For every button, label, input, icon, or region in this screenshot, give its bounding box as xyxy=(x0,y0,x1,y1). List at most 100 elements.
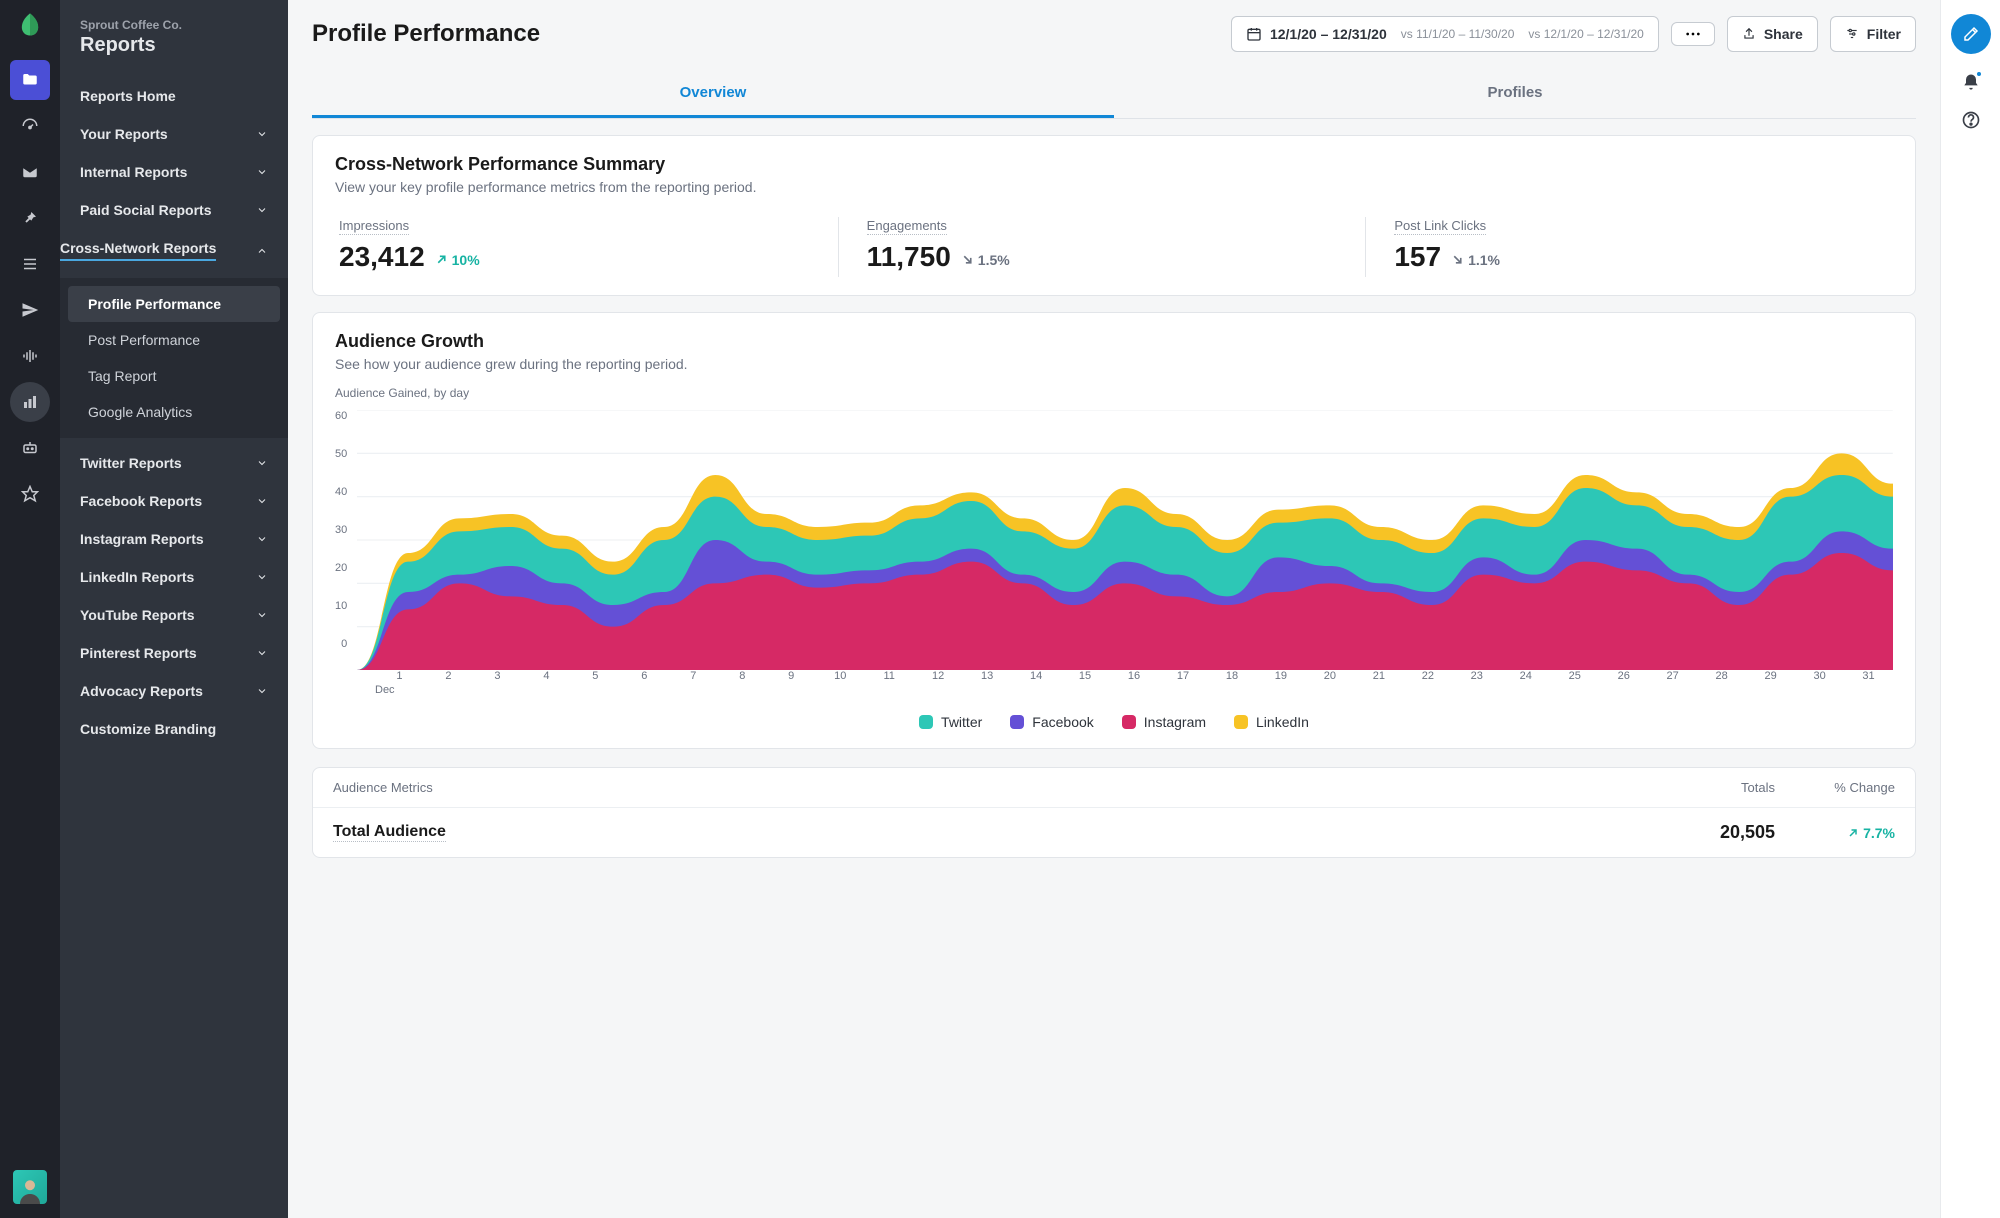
sidebar-item-paid-social[interactable]: Paid Social Reports xyxy=(60,191,288,229)
sidebar-item-instagram[interactable]: Instagram Reports xyxy=(60,520,288,558)
legend-item[interactable]: Instagram xyxy=(1122,714,1206,730)
chevron-down-icon xyxy=(256,609,268,621)
right-rail xyxy=(1940,0,2000,1218)
date-vs1: vs 11/1/20 – 11/30/20 xyxy=(1401,27,1515,41)
date-main: 12/1/20 – 12/31/20 xyxy=(1270,26,1387,42)
share-icon xyxy=(1742,27,1756,41)
share-button[interactable]: Share xyxy=(1727,16,1818,52)
help-icon xyxy=(1961,110,1981,130)
more-button[interactable] xyxy=(1671,22,1715,46)
metrics-row-total: 20,505 xyxy=(1635,822,1775,843)
chevron-down-icon xyxy=(256,457,268,469)
chevron-down-icon xyxy=(256,533,268,545)
rail-audio-icon[interactable] xyxy=(10,336,50,376)
section-title: Reports xyxy=(80,34,268,57)
chevron-down-icon xyxy=(256,495,268,507)
main-content: Profile Performance 12/1/20 – 12/31/20 v… xyxy=(288,0,1940,1218)
calendar-icon xyxy=(1246,26,1262,42)
tab-overview[interactable]: Overview xyxy=(312,72,1114,118)
chevron-down-icon xyxy=(256,685,268,697)
chevron-up-icon xyxy=(256,245,268,257)
rail-list-icon[interactable] xyxy=(10,244,50,284)
page-title: Profile Performance xyxy=(312,20,1219,48)
chart-legend: Twitter Facebook Instagram LinkedIn xyxy=(335,714,1893,730)
help-button[interactable] xyxy=(1961,110,1981,130)
kpi-delta: 10% xyxy=(435,252,480,268)
summary-subtitle: View your key profile performance metric… xyxy=(335,179,1893,195)
sidebar-sub-post-perf[interactable]: Post Performance xyxy=(68,322,280,358)
sidebar-item-your-reports[interactable]: Your Reports xyxy=(60,115,288,153)
chevron-down-icon xyxy=(256,166,268,178)
kpi-value: 157 xyxy=(1394,241,1441,273)
brand-logo xyxy=(15,10,45,40)
sidebar: Sprout Coffee Co. Reports Reports Home Y… xyxy=(60,0,288,1218)
kpi-delta: 1.1% xyxy=(1451,252,1500,268)
sidebar-item-pinterest[interactable]: Pinterest Reports xyxy=(60,634,288,672)
tab-profiles[interactable]: Profiles xyxy=(1114,72,1916,118)
y-axis: 6050403020100 xyxy=(335,410,357,650)
notifications-button[interactable] xyxy=(1961,72,1981,92)
compose-button[interactable] xyxy=(1951,14,1991,54)
legend-item[interactable]: Facebook xyxy=(1010,714,1093,730)
rail-bot-icon[interactable] xyxy=(10,428,50,468)
user-avatar[interactable] xyxy=(13,1170,47,1204)
rail-pin-icon[interactable] xyxy=(10,198,50,238)
sidebar-item-internal-reports[interactable]: Internal Reports xyxy=(60,153,288,191)
growth-subtitle: See how your audience grew during the re… xyxy=(335,356,1893,372)
date-vs2: vs 12/1/20 – 12/31/20 xyxy=(1528,27,1643,41)
kpi-label: Post Link Clicks xyxy=(1394,218,1486,235)
area-chart xyxy=(357,410,1893,670)
sidebar-item-reports-home[interactable]: Reports Home xyxy=(60,77,288,115)
sidebar-item-linkedin[interactable]: LinkedIn Reports xyxy=(60,558,288,596)
kpi-value: 23,412 xyxy=(339,241,425,273)
left-rail xyxy=(0,0,60,1218)
kpi-delta: 1.5% xyxy=(961,252,1010,268)
arrow-up-icon xyxy=(1847,827,1859,839)
rail-inbox-icon[interactable] xyxy=(10,152,50,192)
sidebar-item-facebook[interactable]: Facebook Reports xyxy=(60,482,288,520)
metrics-table: Audience Metrics Totals % Change Total A… xyxy=(312,767,1916,858)
sidebar-item-cross-network[interactable]: Cross-Network Reports xyxy=(60,229,288,272)
rail-reports-icon[interactable] xyxy=(10,382,50,422)
kpi-label: Impressions xyxy=(339,218,409,235)
legend-item[interactable]: LinkedIn xyxy=(1234,714,1309,730)
metrics-row-change: 7.7% xyxy=(1775,825,1895,841)
date-range-button[interactable]: 12/1/20 – 12/31/20 vs 11/1/20 – 11/30/20… xyxy=(1231,16,1659,52)
summary-card: Cross-Network Performance Summary View y… xyxy=(312,135,1916,296)
metrics-head-totals: Totals xyxy=(1635,780,1775,795)
chevron-down-icon xyxy=(256,647,268,659)
kpi-label: Engagements xyxy=(867,218,947,235)
chevron-down-icon xyxy=(256,571,268,583)
growth-title: Audience Growth xyxy=(335,331,1893,352)
growth-card: Audience Growth See how your audience gr… xyxy=(312,312,1916,749)
x-axis: 1234567891011121314151617181920212223242… xyxy=(375,670,1893,682)
x-month: Dec xyxy=(375,684,1893,696)
metrics-row-label: Total Audience xyxy=(333,823,446,842)
notification-dot xyxy=(1975,70,1983,78)
rail-star-icon[interactable] xyxy=(10,474,50,514)
chevron-down-icon xyxy=(256,128,268,140)
filter-button[interactable]: Filter xyxy=(1830,16,1916,52)
sidebar-item-twitter[interactable]: Twitter Reports xyxy=(60,444,288,482)
sidebar-sub-tag-report[interactable]: Tag Report xyxy=(68,358,280,394)
chevron-down-icon xyxy=(256,204,268,216)
rail-send-icon[interactable] xyxy=(10,290,50,330)
filter-icon xyxy=(1845,27,1859,41)
metrics-head-label: Audience Metrics xyxy=(333,780,1635,795)
ellipsis-icon xyxy=(1684,32,1702,36)
rail-gauge-icon[interactable] xyxy=(10,106,50,146)
sidebar-item-advocacy[interactable]: Advocacy Reports xyxy=(60,672,288,710)
sidebar-sub-profile-perf[interactable]: Profile Performance xyxy=(68,286,280,322)
legend-item[interactable]: Twitter xyxy=(919,714,982,730)
sidebar-sub-google-analytics[interactable]: Google Analytics xyxy=(68,394,280,430)
tabs: Overview Profiles xyxy=(312,72,1916,119)
sidebar-item-youtube[interactable]: YouTube Reports xyxy=(60,596,288,634)
sidebar-item-customize[interactable]: Customize Branding xyxy=(60,710,288,748)
compose-icon xyxy=(1962,25,1980,43)
kpi-value: 11,750 xyxy=(867,241,951,273)
chart-title: Audience Gained, by day xyxy=(335,386,1893,400)
rail-folder-icon[interactable] xyxy=(10,60,50,100)
summary-title: Cross-Network Performance Summary xyxy=(335,154,1893,175)
metrics-head-change: % Change xyxy=(1775,780,1895,795)
company-name: Sprout Coffee Co. xyxy=(80,18,268,32)
